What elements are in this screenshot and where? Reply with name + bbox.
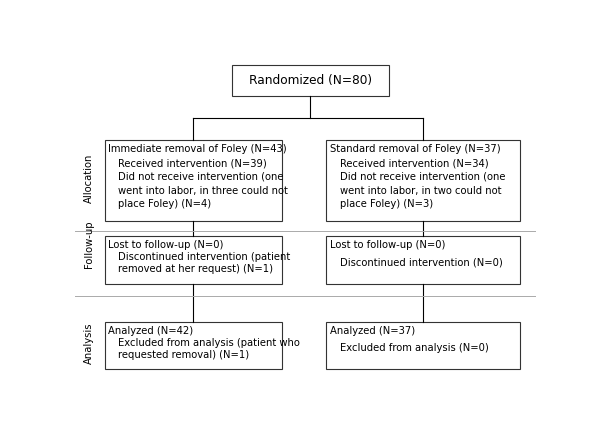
FancyBboxPatch shape bbox=[104, 236, 283, 284]
Text: went into labor, in three could not: went into labor, in three could not bbox=[119, 185, 288, 196]
Text: Immediate removal of Foley (N=43): Immediate removal of Foley (N=43) bbox=[108, 144, 287, 155]
Text: Received intervention (N=34): Received intervention (N=34) bbox=[340, 158, 489, 168]
Text: requested removal) (N=1): requested removal) (N=1) bbox=[119, 350, 250, 360]
FancyBboxPatch shape bbox=[104, 321, 283, 369]
FancyBboxPatch shape bbox=[326, 236, 520, 284]
Text: removed at her request) (N=1): removed at her request) (N=1) bbox=[119, 264, 274, 274]
Text: Excluded from analysis (N=0): Excluded from analysis (N=0) bbox=[340, 343, 489, 353]
Text: Lost to follow-up (N=0): Lost to follow-up (N=0) bbox=[330, 240, 445, 250]
Text: Lost to follow-up (N=0): Lost to follow-up (N=0) bbox=[108, 240, 224, 250]
Text: place Foley) (N=3): place Foley) (N=3) bbox=[340, 199, 433, 209]
Text: went into labor, in two could not: went into labor, in two could not bbox=[340, 185, 502, 196]
Text: place Foley) (N=4): place Foley) (N=4) bbox=[119, 199, 212, 209]
Text: Randomized (N=80): Randomized (N=80) bbox=[249, 74, 372, 87]
Text: Analysis: Analysis bbox=[84, 322, 94, 364]
FancyBboxPatch shape bbox=[326, 321, 520, 369]
Text: Received intervention (N=39): Received intervention (N=39) bbox=[119, 158, 267, 168]
Text: Did not receive intervention (one: Did not receive intervention (one bbox=[119, 172, 284, 182]
Text: Analyzed (N=42): Analyzed (N=42) bbox=[108, 326, 193, 336]
Text: Discontinued intervention (N=0): Discontinued intervention (N=0) bbox=[340, 257, 503, 267]
FancyBboxPatch shape bbox=[326, 140, 520, 221]
Text: Discontinued intervention (patient: Discontinued intervention (patient bbox=[119, 252, 291, 262]
FancyBboxPatch shape bbox=[231, 65, 389, 96]
Text: Analyzed (N=37): Analyzed (N=37) bbox=[330, 326, 415, 336]
Text: Excluded from analysis (patient who: Excluded from analysis (patient who bbox=[119, 338, 300, 348]
Text: Standard removal of Foley (N=37): Standard removal of Foley (N=37) bbox=[330, 144, 501, 155]
Text: Did not receive intervention (one: Did not receive intervention (one bbox=[340, 172, 505, 182]
FancyBboxPatch shape bbox=[104, 140, 283, 221]
Text: Follow-up: Follow-up bbox=[84, 220, 94, 268]
Text: Allocation: Allocation bbox=[84, 154, 94, 203]
